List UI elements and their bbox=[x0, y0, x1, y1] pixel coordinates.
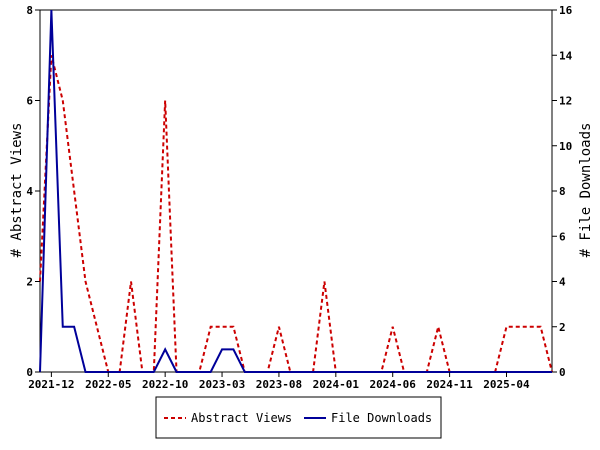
left-axis-title: # Abstract Views bbox=[9, 123, 25, 258]
x-tick-label: 2024-06 bbox=[370, 378, 417, 391]
legend-box bbox=[155, 396, 442, 439]
x-tick-label: 2025-04 bbox=[483, 378, 530, 391]
x-tick-label: 2022-10 bbox=[142, 378, 188, 391]
right-tick-label: 2 bbox=[559, 321, 566, 334]
x-tick-label: 2023-03 bbox=[199, 378, 245, 391]
plot-area bbox=[39, 9, 553, 373]
left-tick-label: 4 bbox=[26, 185, 33, 198]
x-tick-label: 2021-12 bbox=[28, 378, 74, 391]
right-tick-label: 4 bbox=[559, 276, 566, 289]
left-axis: 0 2 4 6 8 bbox=[26, 4, 40, 379]
right-tick-label: 10 bbox=[559, 140, 572, 153]
right-axis: 0 2 4 6 8 10 12 14 16 bbox=[552, 4, 573, 379]
right-tick-label: 12 bbox=[559, 95, 572, 108]
right-axis-title: # File Downloads bbox=[578, 123, 594, 258]
x-axis: 2021-12 2022-05 2022-10 2023-03 2023-08 2024-… bbox=[28, 372, 530, 391]
series-line-file-downloads bbox=[39, 9, 552, 373]
left-tick-label: 6 bbox=[26, 95, 33, 108]
series-line-abstract-views bbox=[39, 55, 553, 373]
series-layer bbox=[39, 9, 553, 373]
left-tick-label: 0 bbox=[26, 366, 33, 379]
plot-frame bbox=[39, 9, 553, 373]
x-tick-label: 2024-11 bbox=[426, 378, 473, 391]
right-tick-label: 16 bbox=[559, 4, 573, 17]
right-tick-label: 8 bbox=[559, 185, 566, 198]
x-tick-label: 2022-05 bbox=[85, 378, 131, 391]
right-tick-label: 0 bbox=[559, 366, 566, 379]
x-tick-label: 2023-08 bbox=[256, 378, 302, 391]
legend-label-abstract-views: Abstract Views bbox=[191, 411, 292, 425]
left-tick-label: 2 bbox=[26, 276, 33, 289]
left-tick-label: 8 bbox=[26, 4, 33, 17]
right-tick-label: 6 bbox=[559, 230, 566, 243]
legend: Abstract Views File Downloads bbox=[155, 396, 442, 439]
legend-label-file-downloads: File Downloads bbox=[331, 411, 432, 425]
right-tick-label: 14 bbox=[559, 49, 573, 62]
x-tick-label: 2024-01 bbox=[313, 378, 360, 391]
